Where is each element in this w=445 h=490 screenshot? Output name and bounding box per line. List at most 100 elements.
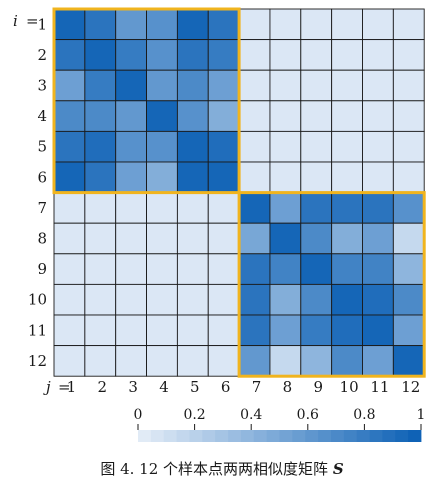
col-tick-label: 2 bbox=[97, 378, 107, 396]
heatmap-cell bbox=[238, 8, 271, 41]
heatmap-cell bbox=[331, 39, 363, 71]
heatmap-cell bbox=[238, 100, 271, 132]
heatmap-cell bbox=[176, 345, 209, 377]
heatmap-cell bbox=[238, 222, 271, 255]
heatmap-cell bbox=[84, 161, 117, 194]
row-tick-label: 6 bbox=[37, 168, 47, 186]
heatmap-cell bbox=[331, 345, 363, 377]
colorbar-segment bbox=[356, 430, 370, 442]
row-axis-variable: i bbox=[13, 12, 18, 30]
col-tick-label: 10 bbox=[340, 378, 359, 396]
col-tick-label: 1 bbox=[67, 378, 77, 396]
colorbar-segment bbox=[369, 430, 383, 442]
col-tick-label: 4 bbox=[159, 378, 169, 396]
heatmap-cell bbox=[207, 314, 240, 347]
heatmap-cell bbox=[392, 253, 425, 285]
colorbar-tick-label: 0.2 bbox=[183, 407, 205, 423]
row-tick-label: 4 bbox=[37, 107, 47, 125]
col-axis-variable: j bbox=[43, 378, 51, 396]
heatmap-cell bbox=[362, 8, 394, 41]
row-tick-label: 11 bbox=[28, 321, 47, 339]
heatmap-cell bbox=[207, 130, 240, 163]
heatmap-cell bbox=[84, 192, 117, 224]
heatmap-cell bbox=[115, 345, 147, 377]
col-tick-label: 7 bbox=[252, 378, 262, 396]
colorbar-segment bbox=[266, 430, 280, 442]
heatmap-cell bbox=[115, 161, 147, 194]
caption-text: 图 4. 12 个样本点两两相似度矩阵 bbox=[100, 460, 332, 478]
heatmap-cell bbox=[207, 345, 240, 377]
row-tick-label: 10 bbox=[28, 291, 47, 309]
heatmap-cell bbox=[269, 283, 302, 316]
heatmap-cell bbox=[300, 130, 333, 163]
heatmap-cell bbox=[300, 283, 333, 316]
colorbar-segment bbox=[253, 430, 268, 442]
heatmap-cell bbox=[362, 39, 394, 71]
heatmap-cell bbox=[115, 39, 147, 71]
heatmap-cell bbox=[84, 100, 117, 132]
heatmap-cell bbox=[115, 69, 147, 102]
heatmap-cell bbox=[331, 222, 363, 255]
colorbar-segment bbox=[163, 430, 177, 442]
heatmap-cell bbox=[84, 345, 117, 377]
heatmap-cell bbox=[176, 283, 209, 316]
svg-text:图 4. 12 个样本点两两相似度矩阵 S: 图 4. 12 个样本点两两相似度矩阵 S bbox=[100, 460, 343, 478]
heatmap-cell bbox=[331, 192, 363, 224]
row-tick-label: 12 bbox=[28, 352, 47, 370]
heatmap-cell bbox=[84, 283, 117, 316]
heatmap-cell bbox=[53, 39, 86, 71]
colorbar-segment bbox=[408, 430, 422, 442]
colorbar-segment bbox=[318, 430, 332, 442]
heatmap-cell bbox=[176, 314, 209, 347]
col-tick-label: 6 bbox=[221, 378, 231, 396]
heatmap-cell bbox=[146, 8, 178, 41]
heatmap-cell bbox=[176, 8, 209, 41]
cluster-border-2 bbox=[237, 191, 426, 378]
heatmap-cell bbox=[362, 100, 394, 132]
heatmap-cell bbox=[362, 253, 394, 285]
heatmap-cell bbox=[300, 161, 333, 194]
heatmap-cell bbox=[269, 345, 302, 377]
heatmap-cell bbox=[300, 39, 333, 71]
heatmap-cell bbox=[146, 69, 178, 102]
colorbar-segment bbox=[395, 430, 409, 442]
heatmap-cell bbox=[238, 39, 271, 71]
heatmap-cell bbox=[362, 192, 394, 224]
heatmap-cell bbox=[146, 283, 178, 316]
heatmap-cell bbox=[207, 8, 240, 41]
heatmap-cell bbox=[269, 8, 302, 41]
heatmap-cell bbox=[392, 130, 425, 163]
row-tick-label: 1 bbox=[37, 15, 47, 33]
heatmap-cell bbox=[53, 130, 86, 163]
heatmap-cell bbox=[300, 314, 333, 347]
colorbar-segment bbox=[343, 430, 358, 442]
heatmap-cell bbox=[176, 130, 209, 163]
heatmap-cell bbox=[269, 161, 302, 194]
colorbar-segment bbox=[330, 430, 345, 442]
heatmap-cell bbox=[238, 161, 271, 194]
heatmap-cell bbox=[392, 69, 425, 102]
heatmap-cell bbox=[84, 253, 117, 285]
col-tick-label: 12 bbox=[401, 378, 420, 396]
heatmap-cell bbox=[362, 314, 394, 347]
colorbar-tick-label: 0.8 bbox=[353, 407, 375, 423]
heatmap-cell bbox=[238, 314, 271, 347]
heatmap-cell bbox=[53, 345, 86, 377]
heatmap-cell bbox=[146, 222, 178, 255]
heatmap-cell bbox=[84, 314, 117, 347]
colorbar-segment bbox=[292, 430, 306, 442]
heatmap-cell bbox=[115, 283, 147, 316]
heatmap-cell bbox=[207, 69, 240, 102]
heatmap-cell bbox=[300, 345, 333, 377]
heatmap-cell bbox=[115, 222, 147, 255]
heatmap-cell bbox=[207, 283, 240, 316]
colorbar-segment bbox=[228, 430, 242, 442]
heatmap-cell bbox=[207, 39, 240, 71]
heatmap-cells bbox=[53, 8, 425, 377]
heatmap-cell bbox=[269, 100, 302, 132]
colorbar: 0 0.2 0.4 0.6 0.8 1 bbox=[134, 407, 425, 442]
row-tick-label: 9 bbox=[37, 260, 47, 278]
heatmap-cell bbox=[146, 130, 178, 163]
heatmap-cell bbox=[269, 314, 302, 347]
